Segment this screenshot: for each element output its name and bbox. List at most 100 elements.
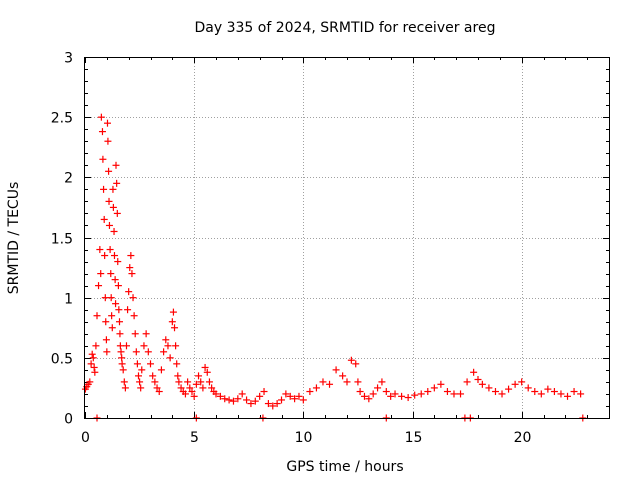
data-point	[91, 368, 99, 376]
data-point	[115, 318, 123, 326]
data-point	[88, 350, 96, 358]
data-point	[160, 348, 168, 356]
data-point	[107, 294, 115, 302]
data-point	[229, 397, 237, 405]
x-tick-label: 15	[405, 430, 423, 446]
data-point	[498, 390, 506, 398]
data-point	[105, 167, 113, 175]
data-point	[117, 348, 125, 356]
data-point	[505, 385, 513, 393]
data-point	[264, 400, 272, 408]
data-point	[93, 312, 101, 320]
data-point	[104, 137, 112, 145]
data-point	[100, 215, 108, 223]
data-point	[136, 378, 144, 386]
data-point	[332, 366, 340, 374]
data-point	[518, 378, 526, 386]
x-axis-label: GPS time / hours	[286, 459, 403, 475]
data-point	[118, 360, 126, 368]
y-tick-label: 0	[64, 412, 73, 428]
x-tick-label: 5	[190, 430, 199, 446]
data-point	[162, 336, 170, 344]
data-point	[105, 197, 113, 205]
data-point	[147, 360, 154, 368]
data-point	[190, 392, 198, 400]
data-point	[195, 372, 203, 380]
data-point	[129, 294, 137, 302]
data-point	[173, 360, 181, 368]
data-point	[100, 185, 108, 193]
data-point	[424, 388, 432, 396]
data-point	[577, 390, 585, 398]
data-point	[133, 360, 141, 368]
data-point	[382, 388, 390, 396]
data-point	[128, 270, 136, 278]
data-point	[234, 395, 242, 403]
data-point	[132, 348, 140, 356]
data-point	[155, 388, 163, 396]
data-point	[134, 372, 142, 380]
data-point	[138, 366, 146, 374]
data-point	[96, 246, 104, 254]
data-point	[550, 388, 558, 396]
data-point	[111, 276, 119, 284]
grid	[85, 57, 609, 418]
data-point	[557, 390, 565, 398]
data-point	[450, 390, 458, 398]
x-tick-label: 20	[514, 430, 532, 446]
data-point	[197, 378, 205, 386]
data-point	[115, 306, 123, 314]
data-point	[153, 384, 161, 392]
data-point	[474, 375, 482, 383]
data-point	[326, 380, 334, 388]
data-point	[171, 324, 179, 332]
data-point	[369, 390, 377, 398]
data-point	[564, 392, 572, 400]
data-point	[107, 270, 115, 278]
data-point	[126, 264, 134, 272]
data-point	[485, 384, 493, 392]
data-point	[352, 360, 360, 368]
data-point	[251, 397, 259, 405]
data-point	[95, 282, 103, 290]
data-point	[157, 366, 165, 374]
data-point	[181, 390, 189, 398]
data-point	[174, 372, 182, 380]
data-point	[278, 396, 285, 404]
data-point	[97, 113, 105, 121]
data-point	[299, 396, 307, 404]
data-point	[89, 354, 97, 362]
data-point	[544, 385, 552, 393]
data-point	[119, 366, 127, 374]
data-point	[387, 392, 395, 400]
data-point	[216, 392, 224, 400]
data-point	[142, 330, 150, 338]
axis-ticks: 0 5 10 15 20 0 0.5 1 1.5 2 2.5 3	[51, 51, 609, 446]
data-point	[120, 378, 128, 386]
data-point	[97, 270, 105, 278]
data-point	[511, 380, 519, 388]
data-point	[201, 363, 209, 371]
y-axis-label: SRMTID / TECUs	[6, 182, 22, 295]
data-point	[478, 380, 486, 388]
data-point	[131, 330, 139, 338]
data-point	[247, 400, 255, 408]
data-point	[319, 378, 327, 386]
data-point	[186, 384, 194, 392]
data-point	[347, 356, 355, 364]
y-tick-label: 1	[64, 292, 73, 308]
data-point	[151, 378, 159, 386]
data-point	[188, 388, 196, 396]
data-point	[343, 378, 351, 386]
data-point	[208, 384, 216, 392]
data-point	[101, 294, 109, 302]
data-point	[192, 380, 200, 388]
data-point	[106, 246, 114, 254]
data-point	[443, 388, 451, 396]
data-point	[114, 258, 122, 266]
data-point	[570, 388, 578, 396]
data-point	[166, 354, 174, 362]
data-point	[113, 179, 121, 187]
data-point	[199, 384, 207, 392]
data-point	[356, 388, 364, 396]
